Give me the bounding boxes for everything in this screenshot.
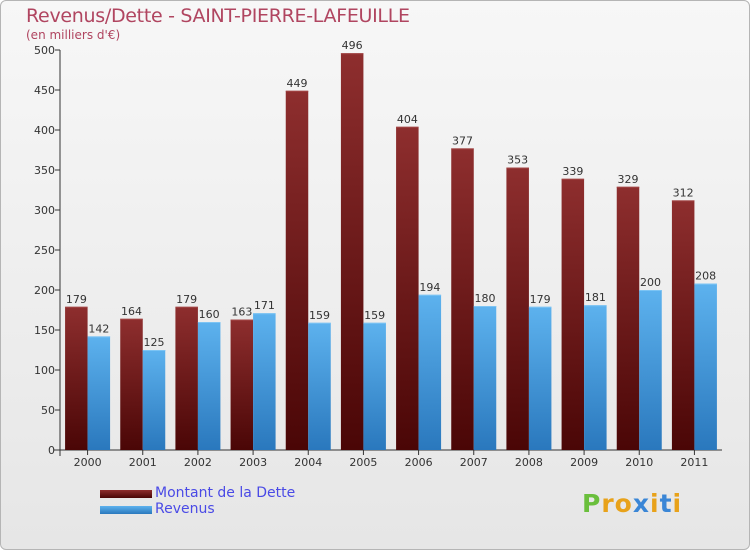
x-tick-label: 2007 <box>460 456 488 469</box>
data-label: 179 <box>530 293 551 306</box>
logo-letter: t <box>659 489 673 518</box>
logo-letter: r <box>601 489 615 518</box>
data-label: 163 <box>231 306 252 319</box>
bar-dette <box>230 319 254 450</box>
x-tick-label: 2011 <box>680 456 708 469</box>
bar-dette <box>340 53 364 450</box>
axes: 0 50 100 150 200 250 300 350 400 450 500 2000 2001 20… <box>34 44 722 469</box>
bar-dette <box>451 148 474 450</box>
bar-revenus <box>308 322 331 450</box>
logo-letter: x <box>632 489 650 518</box>
y-tick-label: 100 <box>34 364 55 377</box>
x-tick-label: 2003 <box>239 456 267 469</box>
logo-letter: o <box>614 489 633 518</box>
logo-letter: P <box>582 489 602 518</box>
x-tick-label: 2001 <box>129 456 157 469</box>
data-label: 339 <box>562 165 583 178</box>
bar-dette <box>616 186 640 451</box>
chart-subtitle: (en milliers d'€) <box>26 28 121 42</box>
x-tick-label: 2006 <box>405 456 433 469</box>
bar-dette <box>285 90 309 451</box>
x-tick-label: 2008 <box>515 456 543 469</box>
data-label: 179 <box>176 293 197 306</box>
x-tick-label: 2010 <box>625 456 653 469</box>
data-label: 125 <box>144 336 165 349</box>
y-tick-label: 300 <box>34 204 55 217</box>
logo-letter: i <box>650 489 660 518</box>
data-label: 353 <box>507 154 528 167</box>
data-label: 496 <box>342 39 363 52</box>
data-label: 180 <box>475 292 496 305</box>
legend-label-dette: Montant de la Dette <box>155 485 296 501</box>
bar-dette <box>506 167 529 450</box>
bar-revenus <box>473 306 497 450</box>
x-tick-label: 2000 <box>74 456 102 469</box>
data-label: 312 <box>673 186 694 199</box>
y-tick-label: 400 <box>34 124 55 137</box>
x-tick-label: 2005 <box>349 456 377 469</box>
y-tick-label: 150 <box>34 324 55 337</box>
data-label: 449 <box>287 77 308 90</box>
bar-dette <box>65 306 88 450</box>
data-label: 404 <box>397 113 418 126</box>
x-tick-label: 2002 <box>184 456 212 469</box>
data-label: 200 <box>640 276 661 289</box>
bar-dette <box>120 318 143 450</box>
data-label: 160 <box>199 308 220 321</box>
bar-dette <box>671 200 695 450</box>
bar-revenus <box>363 322 386 450</box>
data-label: 179 <box>66 293 87 306</box>
bars <box>65 53 717 451</box>
data-label: 142 <box>88 322 109 335</box>
data-label: 171 <box>254 299 275 312</box>
bar-revenus <box>694 283 717 450</box>
legend-label-revenus: Revenus <box>155 501 215 517</box>
bar-revenus <box>418 294 442 450</box>
data-label: 329 <box>618 173 639 186</box>
bar-revenus <box>142 350 166 450</box>
logo-letter: i <box>672 489 683 518</box>
data-label: 159 <box>309 309 330 322</box>
y-tick-label: 0 <box>48 444 55 457</box>
x-tick-label: 2009 <box>570 456 598 469</box>
y-tick-label: 200 <box>34 284 55 297</box>
y-tick-label: 50 <box>41 404 55 417</box>
bar-revenus <box>197 322 221 450</box>
bar-revenus <box>528 306 552 450</box>
bar-dette <box>561 178 585 451</box>
y-tick-label: 500 <box>34 44 55 57</box>
x-tick-label: 2004 <box>294 456 322 469</box>
legend-swatch-dette <box>100 490 152 498</box>
data-label: 377 <box>452 134 473 147</box>
y-tick-label: 250 <box>34 244 55 257</box>
proxiti-logo: Proxiti <box>582 489 682 518</box>
data-label: 181 <box>585 291 606 304</box>
data-label: 159 <box>364 309 385 322</box>
bar-dette <box>175 306 198 450</box>
chart-title: Revenus/Dette - SAINT-PIERRE-LAFEUILLE <box>26 5 410 27</box>
legend-swatch-revenus <box>100 506 152 514</box>
data-label: 164 <box>121 305 142 318</box>
data-label: 208 <box>695 270 716 283</box>
y-tick-label: 350 <box>34 164 55 177</box>
data-label: 194 <box>419 281 440 294</box>
bar-revenus <box>253 313 276 450</box>
y-tick-label: 450 <box>34 84 55 97</box>
bar-dette <box>396 126 419 451</box>
bar-revenus <box>584 305 607 450</box>
bar-revenus <box>87 336 111 450</box>
bar-revenus <box>639 290 662 450</box>
